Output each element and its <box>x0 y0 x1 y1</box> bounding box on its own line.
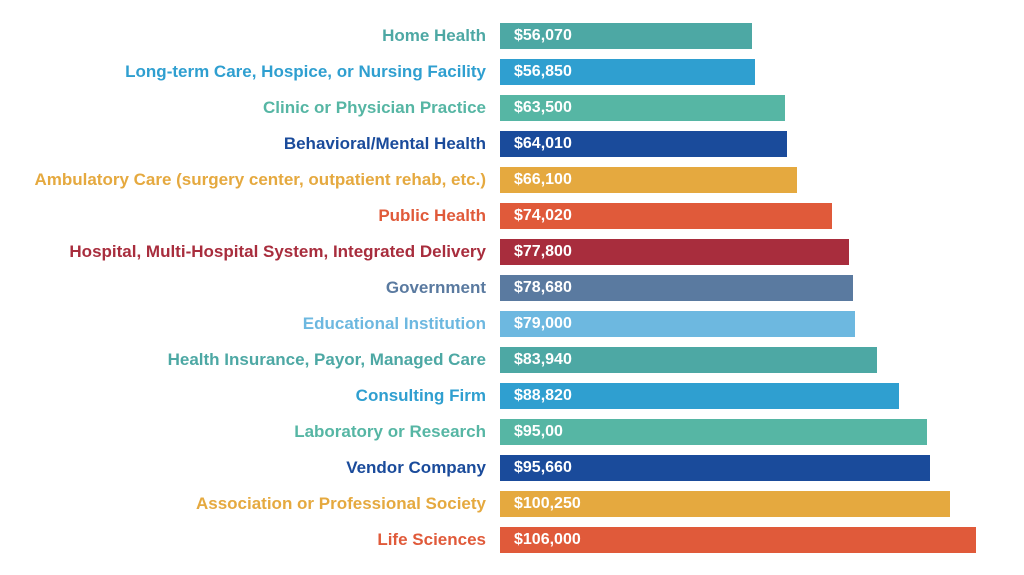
row-label: Home Health <box>30 26 500 46</box>
bar-value: $79,000 <box>514 315 572 333</box>
row-label: Government <box>30 278 500 298</box>
bar: $95,00 <box>500 419 927 445</box>
bar: $88,820 <box>500 383 899 409</box>
bar: $78,680 <box>500 275 853 301</box>
bar-value: $56,070 <box>514 27 572 45</box>
bar-value: $78,680 <box>514 279 572 297</box>
row-label: Laboratory or Research <box>30 422 500 442</box>
bar-area: $79,000 <box>500 311 994 337</box>
bar: $66,100 <box>500 167 797 193</box>
chart-row: Behavioral/Mental Health $64,010 <box>30 131 994 157</box>
bar: $79,000 <box>500 311 855 337</box>
row-label: Life Sciences <box>30 530 500 550</box>
chart-row: Association or Professional Society $100,… <box>30 491 994 517</box>
row-label: Vendor Company <box>30 458 500 478</box>
bar: $100,250 <box>500 491 950 517</box>
bar-area: $95,00 <box>500 419 994 445</box>
bar-area: $95,660 <box>500 455 994 481</box>
bar: $74,020 <box>500 203 832 229</box>
row-label: Educational Institution <box>30 314 500 334</box>
chart-row: Government $78,680 <box>30 275 994 301</box>
row-label: Ambulatory Care (surgery center, outpati… <box>30 170 500 190</box>
chart-row: Educational Institution $79,000 <box>30 311 994 337</box>
bar-value: $100,250 <box>514 495 581 513</box>
bar: $63,500 <box>500 95 785 121</box>
bar-value: $56,850 <box>514 63 572 81</box>
chart-row: Life Sciences $106,000 <box>30 527 994 553</box>
chart-row: Consulting Firm $88,820 <box>30 383 994 409</box>
salary-bar-chart: Home Health $56,070 Long-term Care, Hospic… <box>30 20 994 555</box>
chart-row: Home Health $56,070 <box>30 23 994 49</box>
bar-value: $83,940 <box>514 351 572 369</box>
bar-value: $74,020 <box>514 207 572 225</box>
row-label: Health Insurance, Payor, Managed Care <box>30 350 500 370</box>
chart-row: Public Health $74,020 <box>30 203 994 229</box>
chart-row: Health Insurance, Payor, Managed Care $83… <box>30 347 994 373</box>
bar-area: $56,070 <box>500 23 994 49</box>
bar-area: $88,820 <box>500 383 994 409</box>
bar-area: $64,010 <box>500 131 994 157</box>
bar-area: $106,000 <box>500 527 994 553</box>
bar-value: $88,820 <box>514 387 572 405</box>
bar: $56,070 <box>500 23 752 49</box>
row-label: Clinic or Physician Practice <box>30 98 500 118</box>
chart-row: Long-term Care, Hospice, or Nursing Faci… <box>30 59 994 85</box>
bar-area: $83,940 <box>500 347 994 373</box>
row-label: Consulting Firm <box>30 386 500 406</box>
bar: $77,800 <box>500 239 849 265</box>
row-label: Long-term Care, Hospice, or Nursing Faci… <box>30 62 500 82</box>
bar-area: $100,250 <box>500 491 994 517</box>
bar-area: $66,100 <box>500 167 994 193</box>
bar-area: $77,800 <box>500 239 994 265</box>
bar-value: $63,500 <box>514 99 572 117</box>
row-label: Association or Professional Society <box>30 494 500 514</box>
bar-area: $74,020 <box>500 203 994 229</box>
bar-area: $56,850 <box>500 59 994 85</box>
bar-value: $106,000 <box>514 531 581 549</box>
bar: $106,000 <box>500 527 976 553</box>
row-label: Behavioral/Mental Health <box>30 134 500 154</box>
bar: $95,660 <box>500 455 930 481</box>
bar: $64,010 <box>500 131 787 157</box>
bar-value: $95,660 <box>514 459 572 477</box>
bar-value: $64,010 <box>514 135 572 153</box>
bar-value: $95,00 <box>514 423 563 441</box>
bar-area: $63,500 <box>500 95 994 121</box>
bar-area: $78,680 <box>500 275 994 301</box>
bar-value: $66,100 <box>514 171 572 189</box>
row-label: Public Health <box>30 206 500 226</box>
row-label: Hospital, Multi-Hospital System, Integra… <box>30 242 500 262</box>
chart-row: Clinic or Physician Practice $63,500 <box>30 95 994 121</box>
bar-value: $77,800 <box>514 243 572 261</box>
chart-row: Vendor Company $95,660 <box>30 455 994 481</box>
chart-row: Hospital, Multi-Hospital System, Integra… <box>30 239 994 265</box>
bar: $56,850 <box>500 59 755 85</box>
chart-row: Laboratory or Research $95,00 <box>30 419 994 445</box>
chart-row: Ambulatory Care (surgery center, outpati… <box>30 167 994 193</box>
bar: $83,940 <box>500 347 877 373</box>
